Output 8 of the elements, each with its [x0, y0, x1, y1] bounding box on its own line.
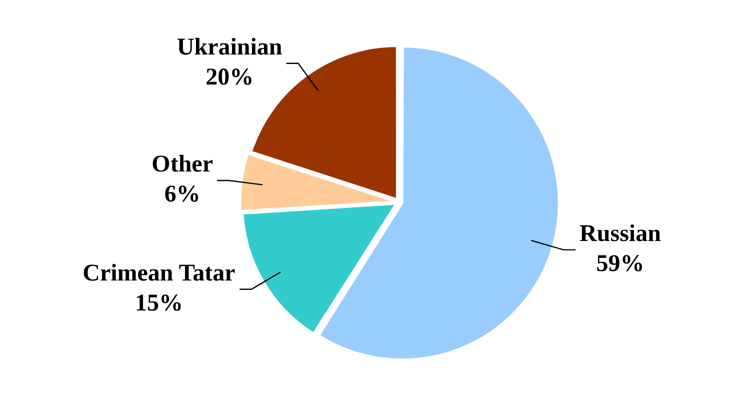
data-label: 15%	[134, 290, 183, 316]
slice-label: Crimean Tatar	[82, 260, 236, 286]
data-label: 6%	[164, 182, 200, 208]
data-label: 59%	[596, 251, 644, 278]
slice-label: Ukrainian	[176, 34, 282, 61]
slice-label: Other	[152, 152, 214, 178]
data-label: 20%	[206, 64, 254, 91]
slice-label: Russian	[580, 221, 661, 248]
